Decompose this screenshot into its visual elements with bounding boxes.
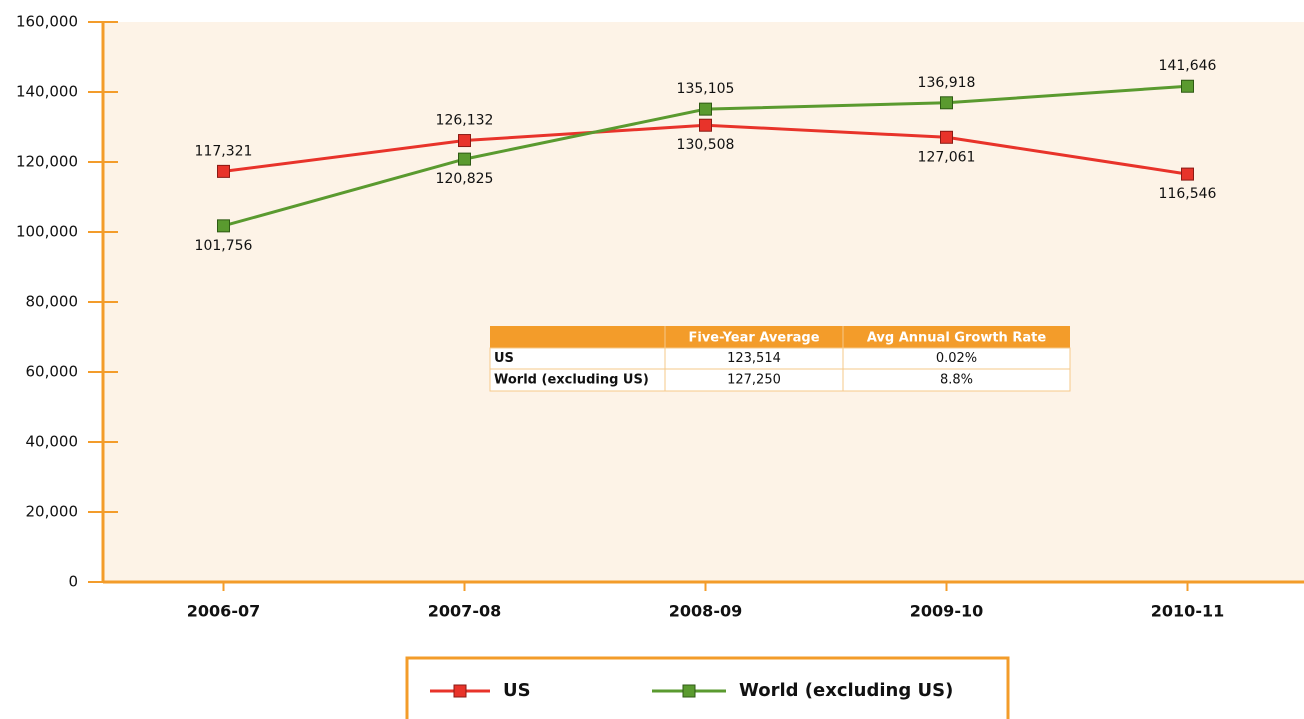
y-tick-label: 140,000	[16, 83, 78, 101]
marker	[217, 219, 230, 233]
marker	[458, 152, 471, 166]
table-cell: 123,514	[727, 351, 781, 366]
marker	[1181, 79, 1194, 93]
y-tick-label: 120,000	[16, 153, 78, 171]
table-header: Avg Annual Growth Rate	[867, 331, 1046, 346]
y-tick-label: 160,000	[16, 13, 78, 31]
data-label: 127,061	[918, 149, 976, 165]
legend-label: US	[503, 680, 531, 701]
legend	[405, 656, 1010, 719]
marker	[699, 118, 712, 132]
data-label: 135,105	[677, 81, 735, 97]
data-label: 130,508	[677, 137, 735, 153]
y-tick-label: 40,000	[26, 433, 79, 451]
table-cell: US	[494, 351, 514, 366]
data-label: 136,918	[918, 75, 976, 91]
marker	[940, 96, 953, 110]
table-header: Five-Year Average	[688, 331, 819, 346]
x-tick-label: 2010-11	[1151, 602, 1224, 621]
legend-marker	[453, 684, 467, 698]
table-header-bg	[490, 326, 1070, 348]
table-cell: 127,250	[727, 373, 781, 388]
marker	[699, 102, 712, 116]
data-label: 120,825	[436, 171, 494, 187]
data-label: 126,132	[436, 113, 494, 129]
y-tick-label: 0	[68, 573, 78, 591]
marker	[458, 134, 471, 148]
legend-label: World (excluding US)	[739, 680, 953, 701]
y-tick-label: 60,000	[26, 363, 79, 381]
y-tick-label: 20,000	[26, 503, 79, 521]
y-tick-label: 80,000	[26, 293, 79, 311]
x-tick-label: 2007-08	[428, 602, 501, 621]
x-tick-label: 2006-07	[187, 602, 260, 621]
x-tick-label: 2009-10	[910, 602, 983, 621]
data-label: 117,321	[195, 143, 253, 159]
table-cell: 8.8%	[940, 373, 973, 388]
data-label: 116,546	[1159, 186, 1217, 202]
marker	[217, 164, 230, 178]
x-tick-label: 2008-09	[669, 602, 742, 621]
marker	[1181, 167, 1194, 181]
table-cell: World (excluding US)	[494, 373, 649, 388]
data-label: 101,756	[195, 238, 253, 254]
data-label: 141,646	[1159, 58, 1217, 74]
table-cell: 0.02%	[936, 351, 977, 366]
marker	[940, 130, 953, 144]
legend-marker	[682, 684, 696, 698]
y-tick-label: 100,000	[16, 223, 78, 241]
